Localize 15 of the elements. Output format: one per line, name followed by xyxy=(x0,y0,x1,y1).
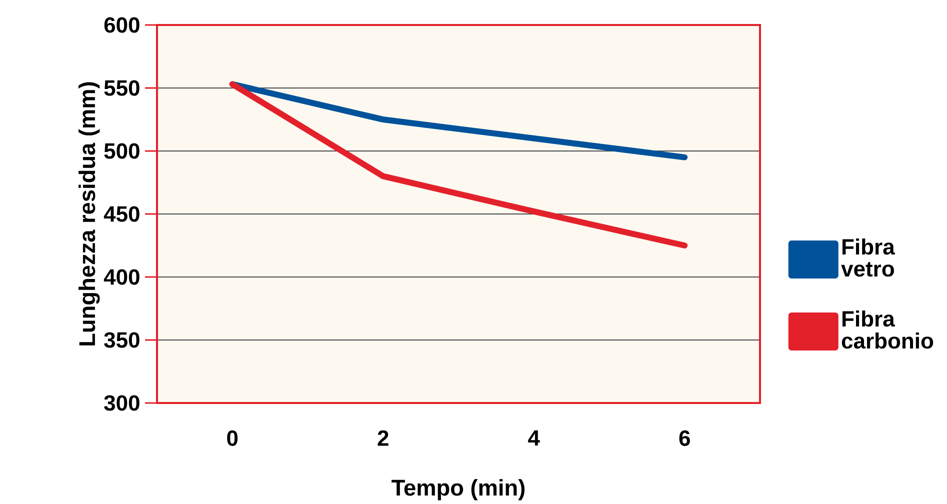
y-tick-label: 350 xyxy=(104,332,140,348)
y-tick-label: 550 xyxy=(104,80,140,96)
y-tick-label: 500 xyxy=(104,143,140,159)
y-tick-label: 600 xyxy=(104,17,140,33)
y-tick-label: 400 xyxy=(104,269,140,285)
x-tick-label: 4 xyxy=(528,430,540,446)
legend-label: Fibra vetro xyxy=(841,238,895,277)
legend-label: Fibra carbonio xyxy=(842,310,934,349)
x-axis-title: Tempo (min) xyxy=(392,479,525,500)
x-tick-label: 6 xyxy=(679,430,690,446)
x-tick-label: 0 xyxy=(227,430,238,446)
x-tick-label: 2 xyxy=(378,430,388,446)
y-axis-title: Lunghezza residua (mm) xyxy=(78,82,100,346)
y-tick-label: 300 xyxy=(104,395,140,411)
y-tick-label: 450 xyxy=(104,206,140,222)
